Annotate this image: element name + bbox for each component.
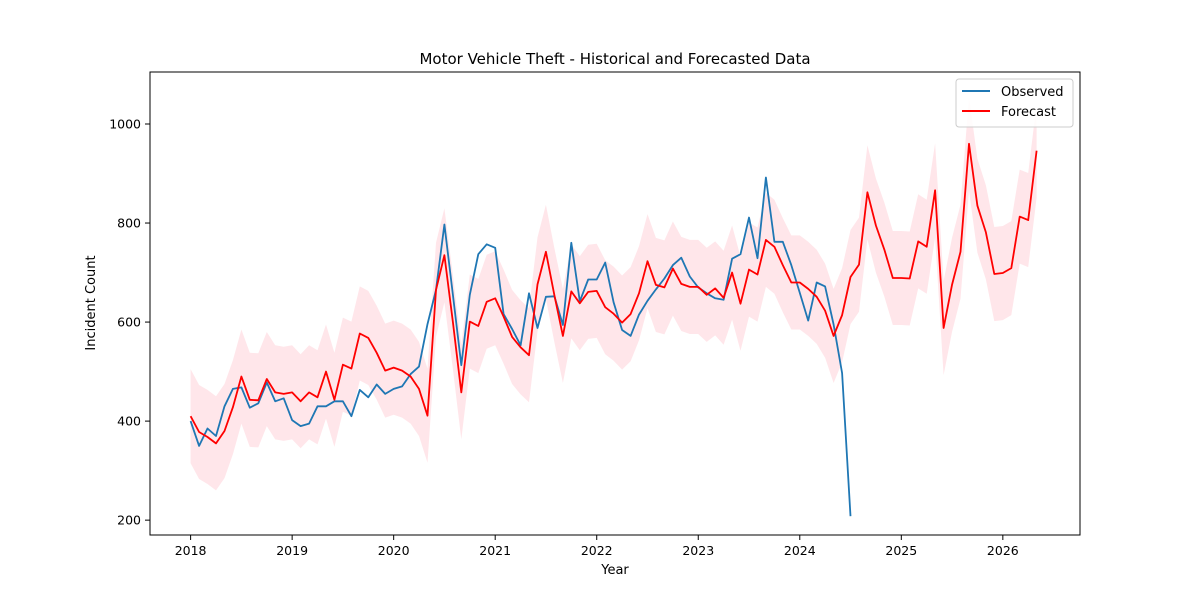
x-tick-label: 2025 [885, 543, 917, 558]
x-tick-label: 2020 [378, 543, 410, 558]
forecast-band-area [190, 96, 1037, 491]
y-tick-label: 600 [117, 315, 141, 330]
y-tick-label: 1000 [109, 116, 141, 131]
legend: Observed Forecast [955, 78, 1074, 128]
chart-title: Motor Vehicle Theft - Historical and For… [419, 50, 810, 68]
x-tick-label: 2024 [784, 543, 816, 558]
y-tick-label: 400 [117, 414, 141, 429]
x-tick-label: 2019 [276, 543, 308, 558]
x-tick-label: 2022 [581, 543, 613, 558]
y-axis-label: Incident Count [84, 255, 99, 350]
x-tick-label: 2026 [987, 543, 1019, 558]
x-tick-label: 2021 [479, 543, 511, 558]
x-axis-ticks: 2018 2019 2020 2021 2022 2023 2024 2025 2026 [175, 535, 1019, 558]
x-axis-label: Year [600, 563, 629, 578]
legend-observed-label: Observed [1001, 85, 1064, 100]
x-tick-label: 2018 [175, 543, 207, 558]
plot-frame [149, 71, 1081, 536]
x-tick-label: 2023 [682, 543, 714, 558]
series-lines [189, 142, 1038, 517]
forecast-series-line [189, 142, 1038, 445]
y-tick-label: 800 [117, 216, 141, 231]
y-tick-label: 200 [117, 513, 141, 528]
legend-forecast-label: Forecast [1001, 105, 1056, 120]
observed-series-line [189, 176, 852, 517]
forecast-confidence-band [190, 96, 1037, 491]
y-axis-ticks: 200 400 600 800 1000 [109, 116, 150, 528]
